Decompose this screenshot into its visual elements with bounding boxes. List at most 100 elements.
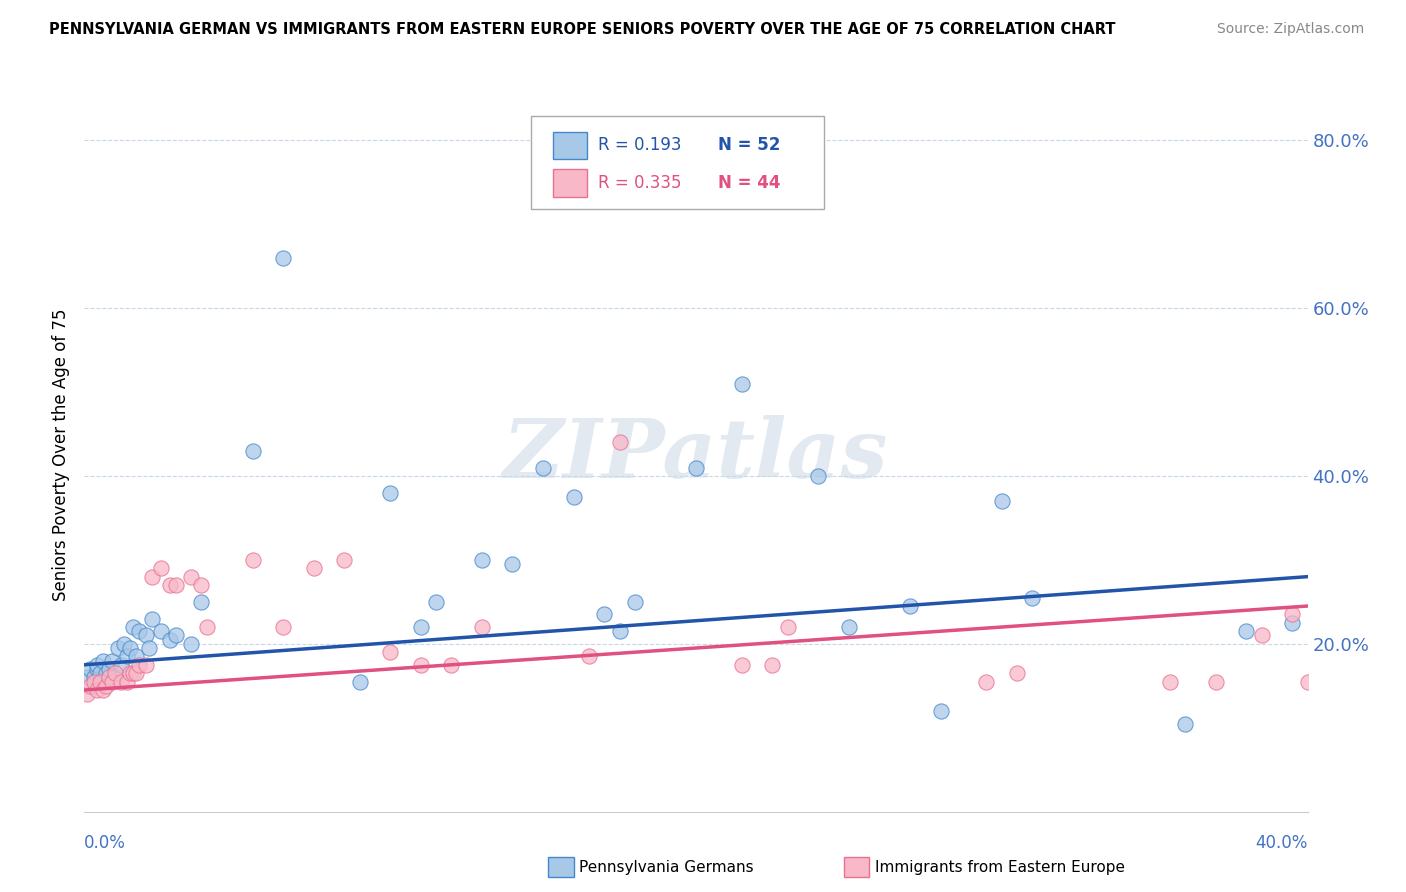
- Point: [1005, 666, 1028, 681]
- Text: N = 44: N = 44: [718, 174, 780, 192]
- Point: [242, 553, 264, 567]
- Point: [609, 435, 631, 450]
- Point: [1281, 615, 1303, 630]
- Point: [1159, 674, 1181, 689]
- Point: [101, 654, 124, 668]
- Point: [761, 657, 783, 672]
- Point: [1174, 716, 1197, 731]
- Point: [898, 599, 921, 613]
- Point: [302, 561, 325, 575]
- Point: [97, 662, 120, 676]
- Point: [120, 640, 142, 655]
- Point: [76, 687, 98, 701]
- Point: [110, 674, 132, 689]
- Point: [1234, 624, 1257, 639]
- Point: [929, 704, 952, 718]
- Point: [141, 612, 163, 626]
- Point: [409, 620, 432, 634]
- Text: Immigrants from Eastern Europe: Immigrants from Eastern Europe: [875, 861, 1125, 875]
- Point: [731, 657, 754, 672]
- Point: [440, 657, 463, 672]
- Point: [125, 649, 148, 664]
- Point: [91, 683, 114, 698]
- Point: [471, 620, 494, 634]
- Point: [86, 662, 108, 676]
- Y-axis label: Seniors Poverty Over the Age of 75: Seniors Poverty Over the Age of 75: [52, 309, 70, 601]
- Point: [349, 674, 371, 689]
- Point: [242, 443, 264, 458]
- Point: [89, 674, 111, 689]
- Point: [562, 490, 585, 504]
- Point: [180, 569, 202, 583]
- Point: [159, 632, 181, 647]
- FancyBboxPatch shape: [531, 116, 824, 209]
- Text: 0.0%: 0.0%: [84, 834, 127, 852]
- Text: Pennsylvania Germans: Pennsylvania Germans: [579, 861, 754, 875]
- Point: [333, 553, 356, 567]
- Point: [94, 679, 117, 693]
- Point: [578, 649, 600, 664]
- Point: [609, 624, 631, 639]
- Text: N = 52: N = 52: [718, 136, 780, 154]
- Point: [165, 578, 187, 592]
- Point: [122, 666, 145, 681]
- Point: [838, 620, 860, 634]
- Point: [83, 674, 105, 689]
- Point: [1021, 591, 1043, 605]
- Point: [1205, 674, 1227, 689]
- Point: [86, 683, 108, 698]
- Point: [89, 666, 111, 681]
- Point: [190, 578, 212, 592]
- Point: [122, 620, 145, 634]
- Point: [425, 595, 447, 609]
- Point: [83, 670, 105, 684]
- Point: [807, 469, 830, 483]
- Point: [128, 657, 150, 672]
- Point: [380, 645, 402, 659]
- Point: [195, 620, 218, 634]
- Point: [991, 494, 1014, 508]
- Point: [128, 624, 150, 639]
- Point: [165, 628, 187, 642]
- Point: [1250, 628, 1272, 642]
- Point: [593, 607, 616, 622]
- Point: [685, 460, 707, 475]
- Point: [149, 624, 172, 639]
- Point: [120, 666, 142, 681]
- Point: [976, 674, 998, 689]
- Text: R = 0.335: R = 0.335: [598, 174, 682, 192]
- Point: [731, 376, 754, 391]
- Bar: [553, 169, 588, 196]
- Point: [86, 657, 108, 672]
- Text: PENNSYLVANIA GERMAN VS IMMIGRANTS FROM EASTERN EUROPE SENIORS POVERTY OVER THE A: PENNSYLVANIA GERMAN VS IMMIGRANTS FROM E…: [49, 22, 1116, 37]
- Point: [271, 620, 294, 634]
- Point: [112, 637, 135, 651]
- Point: [159, 578, 181, 592]
- Text: R = 0.193: R = 0.193: [598, 136, 682, 154]
- Point: [135, 628, 157, 642]
- Point: [531, 460, 554, 475]
- Point: [97, 670, 120, 684]
- Point: [104, 670, 127, 684]
- Point: [79, 679, 101, 693]
- Text: 40.0%: 40.0%: [1256, 834, 1308, 852]
- Point: [76, 670, 98, 684]
- Point: [79, 662, 101, 676]
- Point: [110, 657, 132, 672]
- Point: [91, 674, 114, 689]
- Point: [141, 569, 163, 583]
- Point: [1281, 607, 1303, 622]
- Point: [776, 620, 799, 634]
- Point: [624, 595, 647, 609]
- Point: [1296, 674, 1319, 689]
- Point: [91, 654, 114, 668]
- Point: [271, 251, 294, 265]
- Point: [149, 561, 172, 575]
- Point: [135, 657, 157, 672]
- Point: [125, 666, 148, 681]
- Point: [380, 485, 402, 500]
- Point: [104, 666, 127, 681]
- Text: ZIPatlas: ZIPatlas: [503, 415, 889, 495]
- Point: [94, 666, 117, 681]
- Point: [138, 640, 160, 655]
